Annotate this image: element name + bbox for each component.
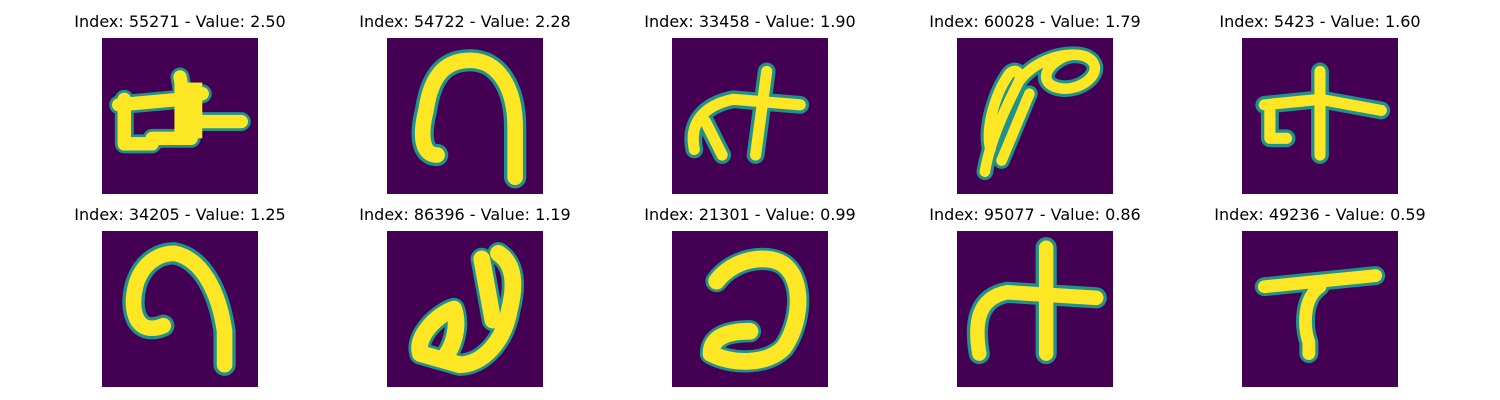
panel-title: Index: 54722 - Value: 2.28 [359, 12, 571, 31]
digit-image [387, 231, 543, 387]
image-panel-6: Index: 34205 - Value: 1.25 [74, 204, 286, 389]
panel-title: Index: 60028 - Value: 1.79 [929, 12, 1141, 31]
panel-title: Index: 33458 - Value: 1.90 [644, 12, 856, 31]
panel-title: Index: 95077 - Value: 0.86 [929, 205, 1141, 224]
digit-image [672, 38, 828, 194]
digit-image [102, 38, 258, 194]
digit-image [672, 231, 828, 387]
panel-title: Index: 5423 - Value: 1.60 [1219, 12, 1421, 31]
digit-image [387, 38, 543, 194]
digit-image [957, 231, 1113, 387]
digit-image [102, 231, 258, 387]
image-panel-10: Index: 49236 - Value: 0.59 [1214, 204, 1426, 389]
image-panel-5: Index: 5423 - Value: 1.60 [1219, 11, 1421, 196]
image-panel-3: Index: 33458 - Value: 1.90 [644, 11, 856, 196]
digit-image [1242, 231, 1398, 387]
panel-title: Index: 55271 - Value: 2.50 [74, 12, 286, 31]
image-panel-9: Index: 95077 - Value: 0.86 [929, 204, 1141, 389]
panel-title: Index: 86396 - Value: 1.19 [359, 205, 571, 224]
image-panel-4: Index: 60028 - Value: 1.79 [929, 11, 1141, 196]
digit-image [1242, 38, 1398, 194]
digit-image [957, 38, 1113, 194]
image-panel-8: Index: 21301 - Value: 0.99 [644, 204, 856, 389]
panel-title: Index: 21301 - Value: 0.99 [644, 205, 856, 224]
panel-title: Index: 34205 - Value: 1.25 [74, 205, 286, 224]
panel-title: Index: 49236 - Value: 0.59 [1214, 205, 1426, 224]
image-panel-7: Index: 86396 - Value: 1.19 [359, 204, 571, 389]
image-panel-2: Index: 54722 - Value: 2.28 [359, 11, 571, 196]
image-panel-1: Index: 55271 - Value: 2.50 [74, 11, 286, 196]
